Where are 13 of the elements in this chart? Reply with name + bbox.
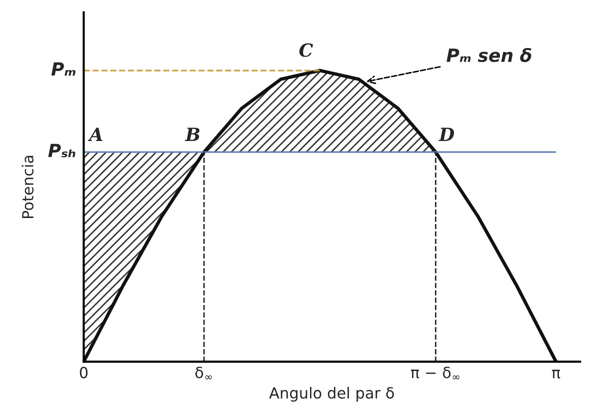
ref-line-label: Pₘ (51, 62, 76, 76)
annotation: A (88, 128, 102, 141)
y-axis-title: Potencia (22, 156, 34, 218)
annotation: Pₘ sen δ (446, 48, 532, 62)
annotation: B (184, 128, 200, 141)
x-tick-label: 0 (80, 366, 88, 378)
x-tick-label: δ$_{∞}$ (195, 366, 212, 380)
x-axis-title: Angulo del par δ (269, 386, 394, 402)
x-tick-label: π (552, 370, 560, 378)
annotation: C (299, 43, 313, 57)
ref-line-label: Pₛₕ (48, 144, 76, 158)
annotation: D (438, 128, 454, 141)
x-tick-label: π − δ$_{∞}$ (410, 366, 460, 380)
